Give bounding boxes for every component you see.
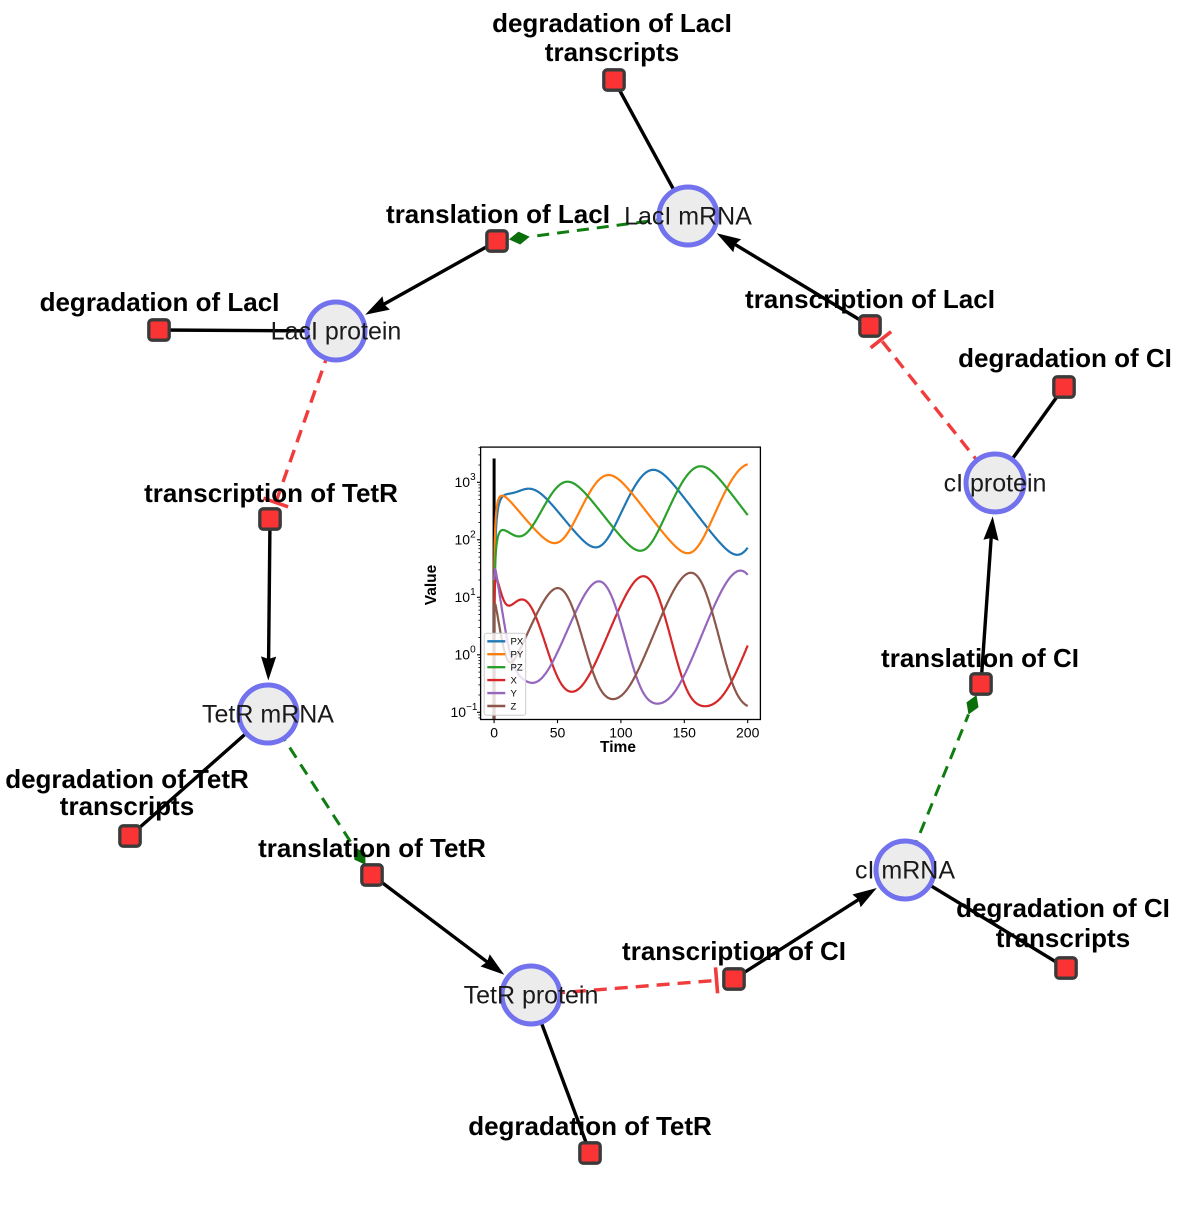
svg-text:cI mRNA: cI mRNA: [855, 857, 955, 885]
svg-text:PX: PX: [511, 637, 524, 648]
svg-text:Z: Z: [511, 701, 517, 712]
svg-text:LacI mRNA: LacI mRNA: [624, 203, 752, 231]
svg-text:degradation of TetR: degradation of TetR: [468, 1111, 712, 1141]
svg-text:transcription of CI: transcription of CI: [622, 936, 846, 966]
svg-text:1: 1: [470, 587, 476, 598]
svg-text:transcription of TetR: transcription of TetR: [144, 478, 398, 508]
svg-text:−1: −1: [466, 702, 478, 713]
svg-text:10: 10: [455, 474, 471, 490]
svg-text:transcripts: transcripts: [996, 923, 1130, 953]
svg-text:X: X: [511, 676, 518, 687]
svg-text:0: 0: [490, 725, 498, 741]
svg-text:100: 100: [609, 725, 633, 741]
svg-text:PY: PY: [511, 650, 524, 661]
svg-text:degradation of CI: degradation of CI: [956, 893, 1170, 923]
svg-text:3: 3: [470, 472, 476, 483]
svg-text:degradation of CI: degradation of CI: [958, 343, 1172, 373]
svg-text:translation of CI: translation of CI: [881, 643, 1079, 673]
svg-text:TetR mRNA: TetR mRNA: [202, 701, 334, 729]
svg-text:10: 10: [455, 646, 471, 662]
svg-text:degradation of LacI: degradation of LacI: [492, 8, 732, 38]
svg-text:10: 10: [455, 531, 471, 547]
svg-text:2: 2: [470, 529, 476, 540]
svg-text:10: 10: [455, 589, 471, 605]
svg-text:Time: Time: [600, 739, 636, 756]
svg-text:TetR protein: TetR protein: [464, 982, 599, 1010]
svg-text:transcription of LacI: transcription of LacI: [745, 284, 995, 314]
svg-text:0: 0: [470, 644, 476, 655]
svg-text:PZ: PZ: [511, 663, 523, 674]
svg-text:Value: Value: [423, 564, 440, 605]
svg-text:cI protein: cI protein: [944, 470, 1047, 498]
svg-text:degradation of LacI: degradation of LacI: [40, 287, 280, 317]
svg-text:10: 10: [451, 704, 467, 720]
svg-text:150: 150: [673, 725, 697, 741]
svg-text:transcripts: transcripts: [60, 791, 194, 821]
svg-text:transcripts: transcripts: [545, 37, 679, 67]
svg-text:Y: Y: [511, 689, 518, 700]
svg-text:translation of TetR: translation of TetR: [258, 833, 486, 863]
svg-text:degradation of TetR: degradation of TetR: [5, 764, 249, 794]
svg-text:LacI protein: LacI protein: [271, 318, 402, 346]
svg-text:50: 50: [550, 725, 566, 741]
svg-text:200: 200: [736, 725, 760, 741]
svg-text:translation of LacI: translation of LacI: [386, 199, 610, 229]
